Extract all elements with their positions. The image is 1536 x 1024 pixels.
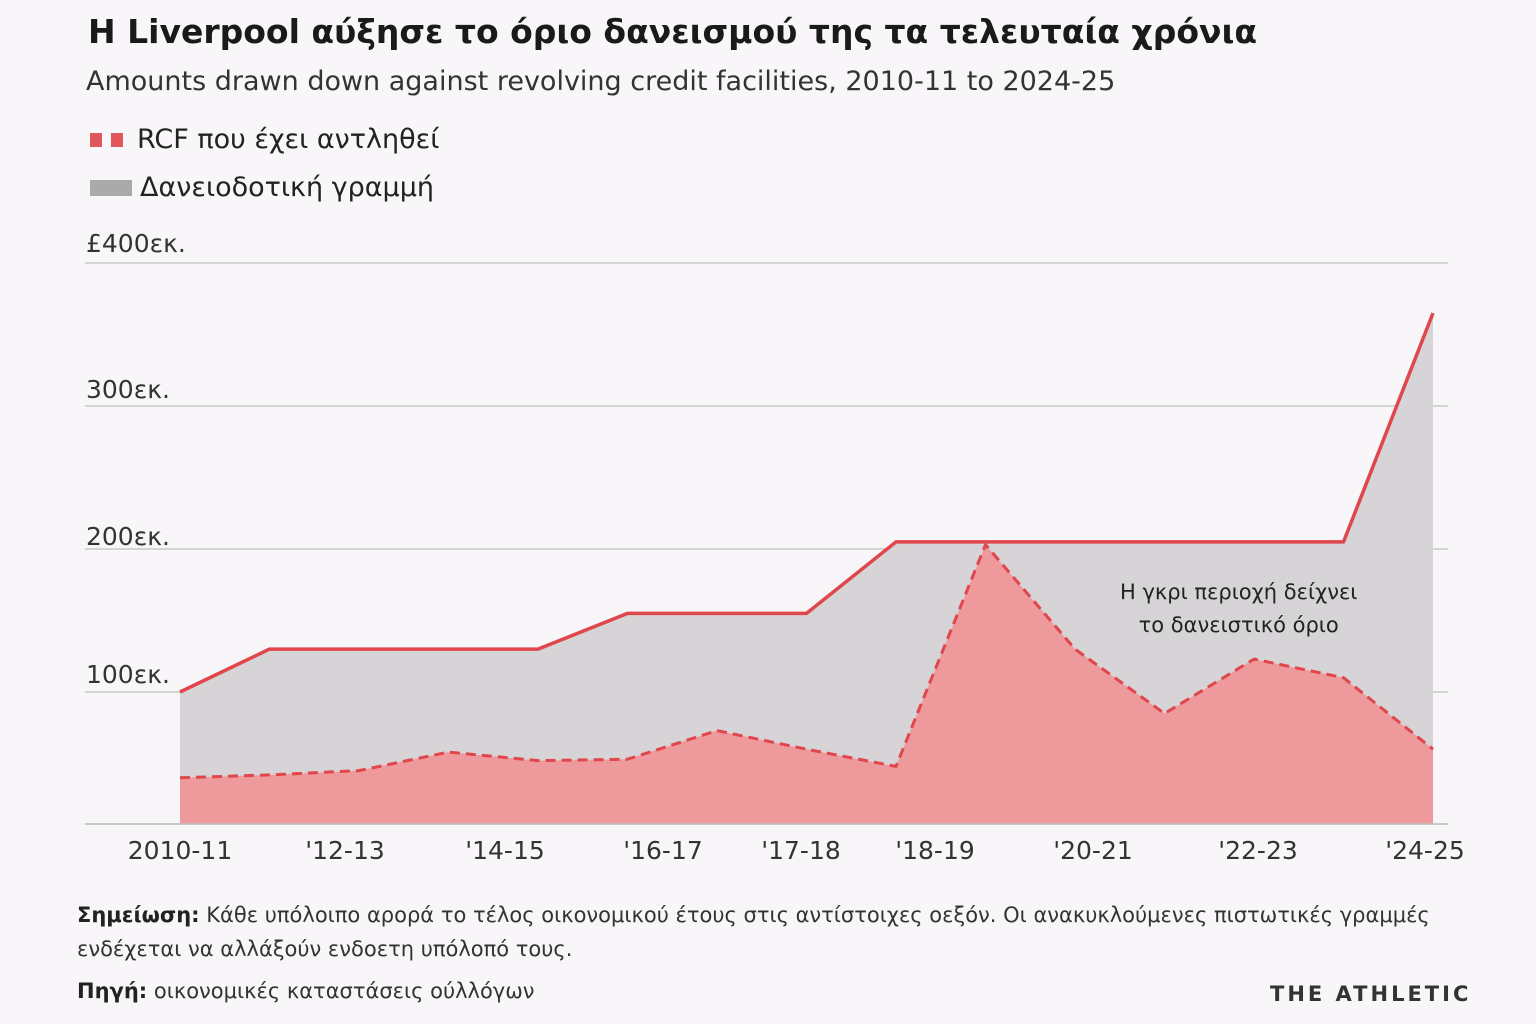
y-tick-label: 200εκ. bbox=[86, 522, 170, 551]
drawn-area bbox=[180, 544, 1433, 824]
chart-subtitle: Amounts drawn down against revolving cre… bbox=[86, 66, 1116, 97]
x-tick-label: '24-25 bbox=[1385, 836, 1465, 865]
x-tick-label: '18-19 bbox=[895, 836, 975, 865]
x-tick-label: '22-23 bbox=[1218, 836, 1298, 865]
legend-label-drawn: RCF που έχει αντληθεί bbox=[137, 124, 440, 155]
annotation-line: το δανειστικό όριο bbox=[1138, 613, 1339, 637]
note-label: Σημείωση: bbox=[77, 903, 200, 927]
y-tick-label: £400εκ. bbox=[86, 229, 186, 258]
note-text: Κάθε υπόλοιπο αρορά το τέλος οικονομικού… bbox=[206, 903, 1430, 927]
dashed-red-swatch-icon bbox=[90, 132, 123, 147]
chart-annotation: Η γκρι περιοχή δείχνει το δανειστικό όρι… bbox=[1120, 576, 1357, 642]
x-tick-label: '12-13 bbox=[305, 836, 385, 865]
source-line: Πηγή: οικονομικές καταστάσεις ούλλόγων bbox=[77, 974, 535, 1008]
x-tick-label: '16-17 bbox=[623, 836, 703, 865]
y-tick-label: 100εκ. bbox=[86, 660, 170, 689]
annotation-line: Η γκρι περιοχή δείχνει bbox=[1120, 580, 1358, 604]
x-tick-label: '14-15 bbox=[465, 836, 545, 865]
chart-title: Η Liverpool αύξησε το όριο δανεισμού της… bbox=[88, 12, 1258, 51]
grey-swatch-icon bbox=[90, 179, 132, 196]
x-tick-label: 2010-11 bbox=[127, 836, 233, 865]
x-tick-label: '17-18 bbox=[761, 836, 841, 865]
note-text-2: ενδέχεται να αλλάξούν ενδοετη υπόλοπό το… bbox=[77, 937, 573, 961]
footnote: Σημείωση: Κάθε υπόλοιπο αρορά το τέλος ο… bbox=[77, 898, 1430, 966]
legend-item-facility: Δανειοδοτική γραμμή bbox=[90, 172, 434, 203]
brand-logo: THE ATHLETIC bbox=[1270, 982, 1472, 1006]
x-tick-label: '20-21 bbox=[1053, 836, 1133, 865]
source-text: οικονομικές καταστάσεις ούλλόγων bbox=[153, 979, 535, 1003]
legend-item-drawn: RCF που έχει αντληθεί bbox=[90, 124, 439, 155]
drawn-line bbox=[179, 543, 1434, 780]
source-label: Πηγή: bbox=[77, 979, 148, 1003]
y-tick-label: 300εκ. bbox=[86, 375, 170, 404]
legend-label-facility: Δανειοδοτική γραμμή bbox=[140, 172, 435, 203]
